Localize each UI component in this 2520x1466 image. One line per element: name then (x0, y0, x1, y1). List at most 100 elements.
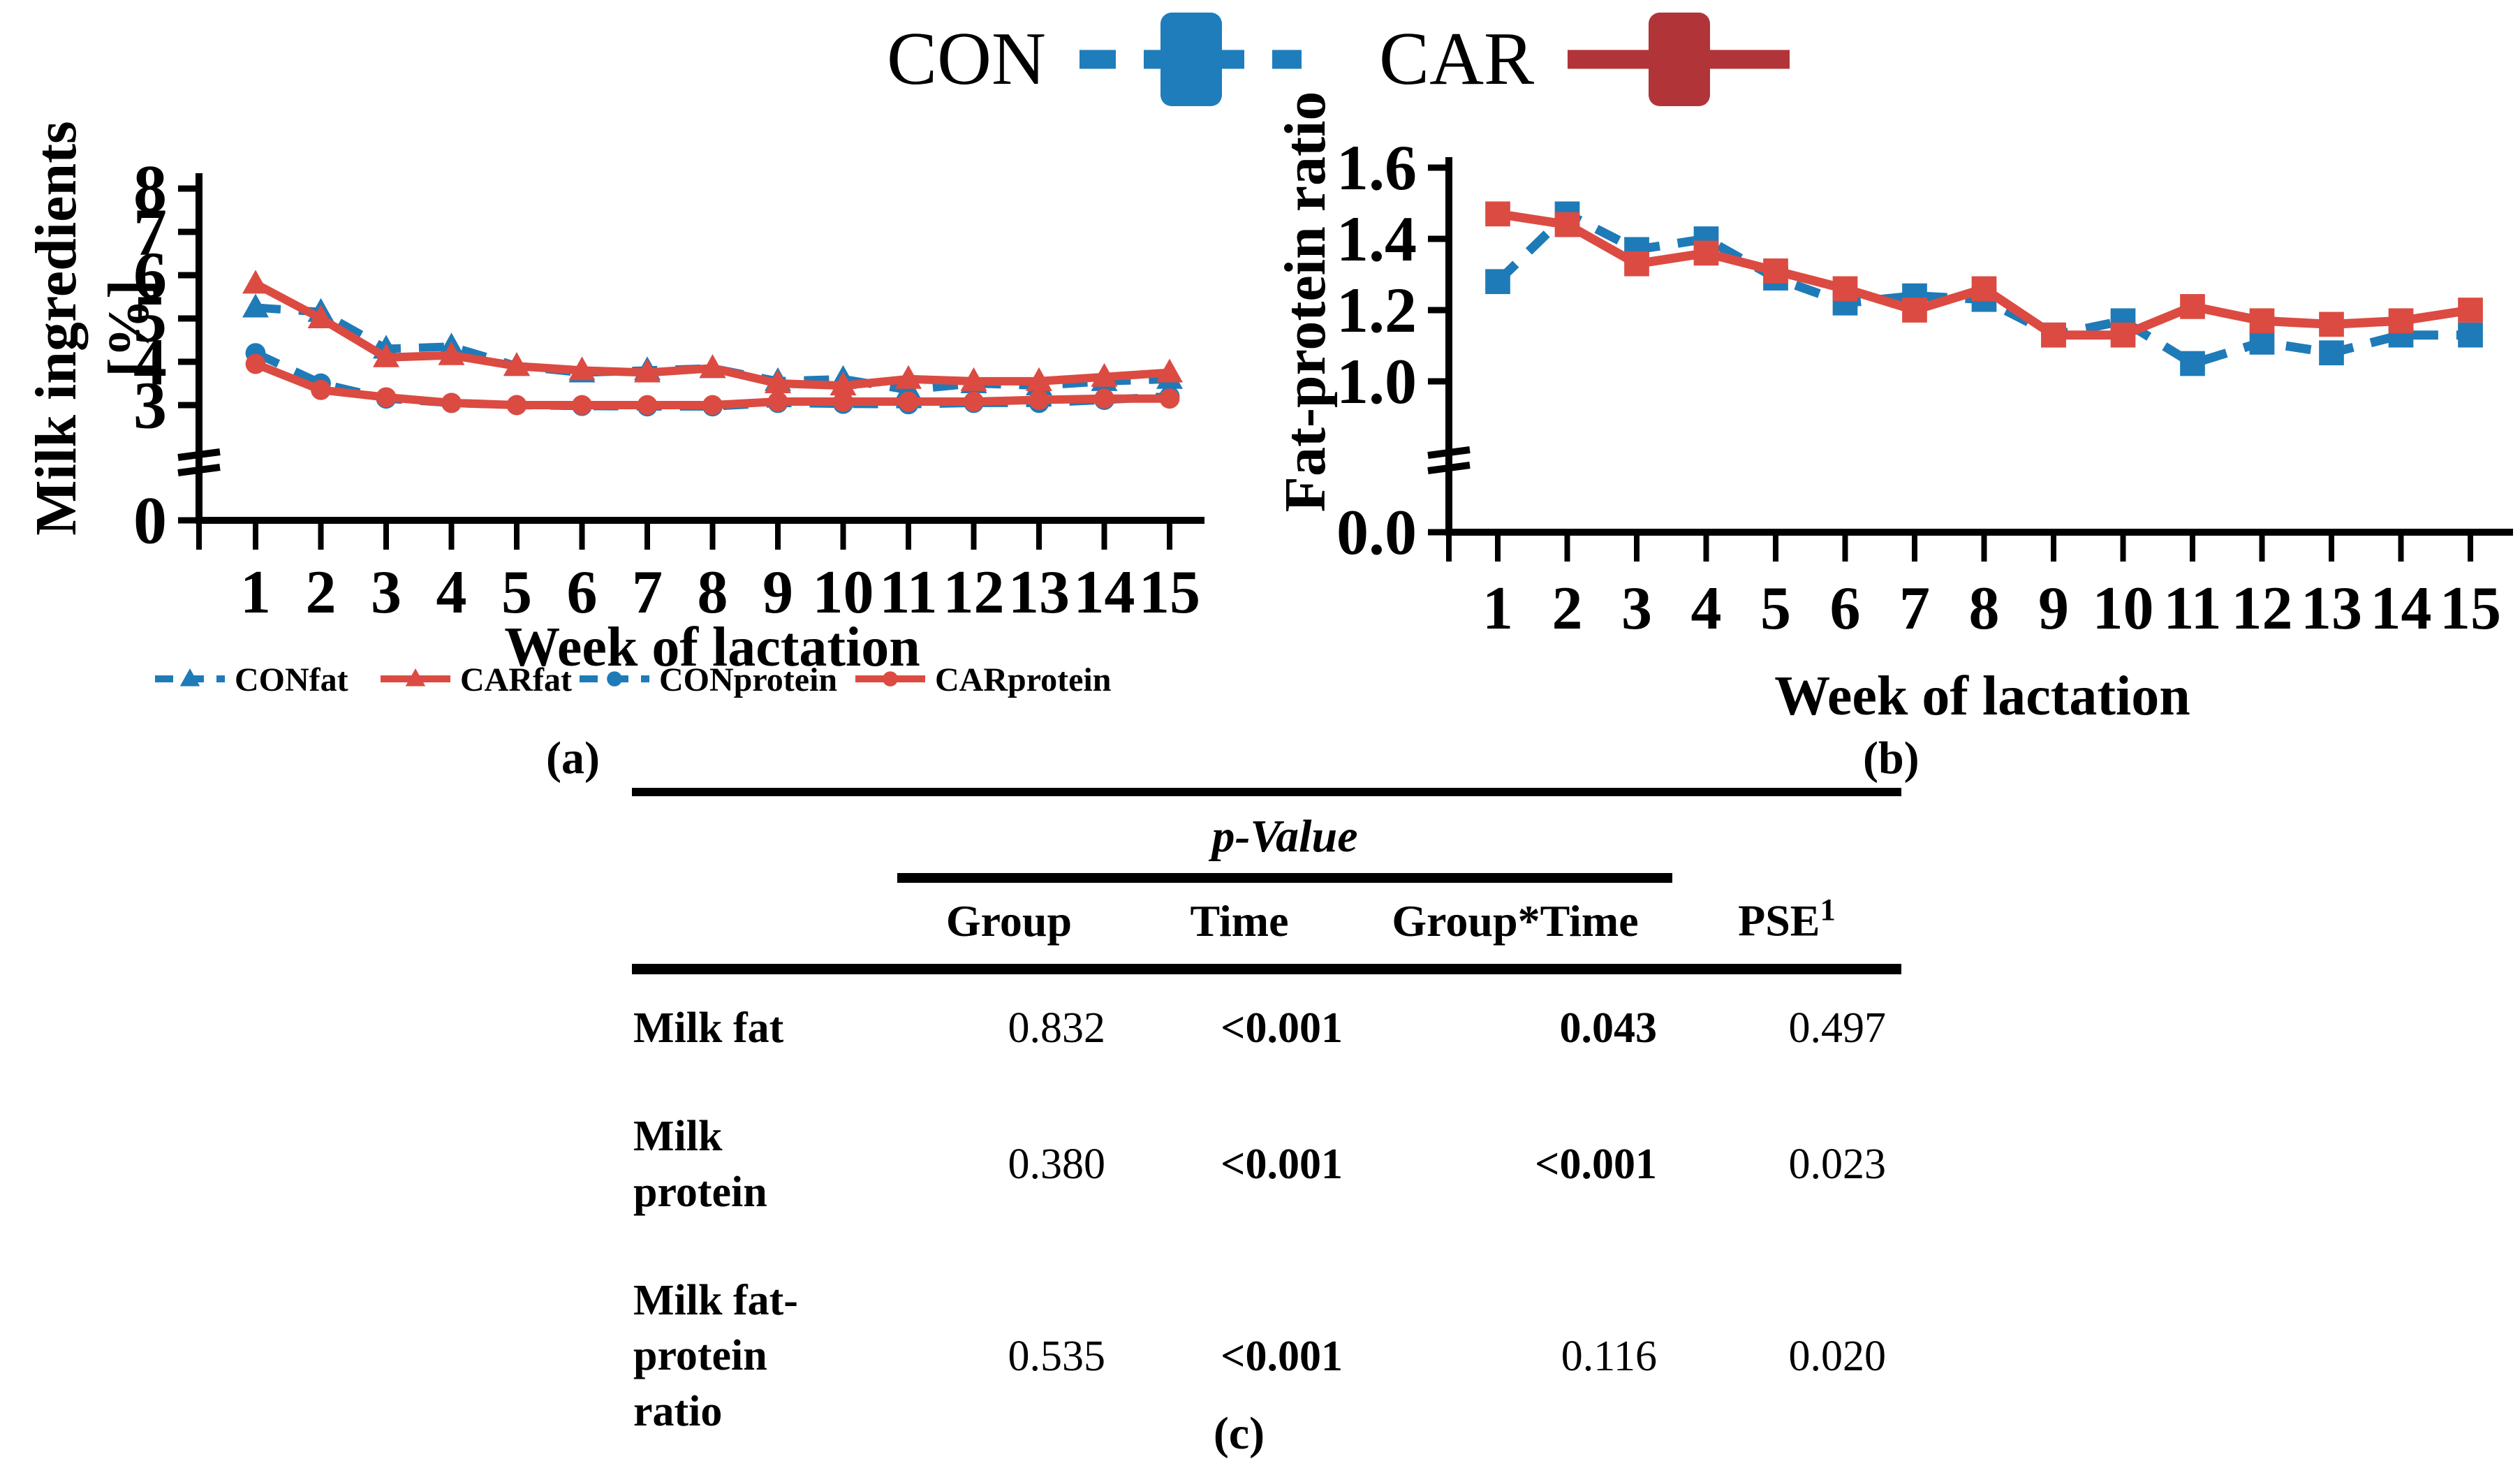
series-marker-CARfat (438, 341, 465, 365)
series-marker-CARfat (1026, 367, 1052, 391)
x-tick-label: 2 (1552, 575, 1583, 643)
series-marker-CARprotein (1159, 388, 1180, 409)
y-tick-label: 5 (133, 281, 167, 356)
y-tick-label: 4 (133, 325, 167, 400)
legend-label-CONprotein: CONprotein (659, 661, 837, 698)
series-marker-CAR (2180, 294, 2205, 319)
x-tick-label: 2 (306, 559, 337, 626)
top-legend-item-car: CAR (1379, 7, 1794, 112)
y-axis-title: Fat-protein ratio (1273, 91, 1338, 513)
series-marker-CARprotein (1094, 388, 1114, 409)
p-value-cell: <0.001 (1221, 1004, 1343, 1053)
column-header-pse: PSE1 (1738, 891, 1836, 946)
x-tick-label: 8 (1969, 575, 2000, 643)
legend-marker-CONprotein (607, 671, 622, 687)
x-tick-label: 11 (879, 559, 937, 626)
x-tick-label: 4 (436, 559, 467, 626)
table-row: Milk protein 0.380 <0.001 <0.001 0.023 (632, 1083, 1901, 1247)
column-header-group: Group (945, 896, 1073, 946)
series-marker-CARprotein (1029, 390, 1049, 410)
p-value-cell: 0.380 (1008, 1141, 1106, 1189)
top-legend-item-con: CON (887, 7, 1306, 112)
series-marker-CAR (1971, 276, 1997, 302)
column-header-group-time: Group*Time (1392, 896, 1639, 946)
series-marker-CAR (1832, 276, 1858, 302)
x-tick-label: 7 (1899, 575, 1930, 643)
series-marker-CONfat (242, 293, 269, 318)
y-tick-label: 1.2 (1336, 274, 1417, 346)
x-tick-label: 3 (371, 559, 401, 626)
x-axis-title: Week of lactation (1774, 666, 2190, 727)
series-marker-CAR (2388, 308, 2414, 334)
empty-pse-corner (1672, 792, 1901, 878)
x-tick-label: 8 (698, 559, 728, 626)
series-marker-CAR (1624, 251, 1649, 277)
legend-marker-CARfat (405, 668, 426, 687)
x-tick-label: 13 (2301, 575, 2362, 643)
series-marker-CARfat (1156, 358, 1183, 383)
series-marker-CARfat (1091, 362, 1118, 387)
legend-label-CARfat: CARfat (460, 661, 572, 698)
legend-marker-CONfat (179, 668, 200, 687)
series-marker-CARprotein (506, 395, 527, 416)
y-tick-label: 7 (133, 195, 167, 270)
panel-label-a: (a) (546, 733, 600, 784)
y-tick-label: 6 (133, 238, 167, 313)
series-marker-CARfat (242, 270, 269, 294)
x-tick-label: 11 (2163, 575, 2221, 643)
row-label: Milk protein (633, 1113, 767, 1216)
y-tick-label: 8 (133, 152, 167, 226)
chart-b: 1.61.41.21.00.01 2 3 4 5 6 7 8 9 10 11 12 13 14 15Week… (1273, 91, 2513, 727)
series-marker-CON (2319, 340, 2344, 366)
p-value-cell: 0.043 (1559, 1004, 1658, 1053)
series-marker-CAR (1485, 201, 1510, 227)
axis-break-icon (177, 464, 221, 476)
p-value-cell: 0.535 (1008, 1332, 1106, 1380)
x-tick-label: 1 (1482, 575, 1513, 643)
x-tick-label: 12 (943, 559, 1005, 626)
series-marker-CARfat (634, 358, 661, 383)
x-axis-title: Week of lactation (504, 617, 920, 678)
x-tick-label: 6 (1830, 575, 1861, 643)
axis-break-icon (177, 448, 221, 461)
y-tick-label: 3 (133, 368, 167, 443)
series-marker-CARprotein (572, 395, 592, 416)
series-marker-CARfat (307, 305, 334, 328)
axis-break-icon (1427, 462, 1471, 474)
series-marker-CON (2249, 330, 2275, 355)
y-tick-label: 1.6 (1336, 132, 1417, 203)
empty-label-header (632, 878, 897, 969)
series-marker-CAR (2041, 322, 2066, 348)
series-marker-CARprotein (637, 395, 658, 416)
dashed-line-square-marker-icon (1080, 13, 1302, 106)
series-marker-CARprotein (767, 391, 788, 412)
p-value-cell: <0.001 (1535, 1141, 1657, 1189)
x-tick-label: 10 (2093, 575, 2154, 643)
top-legend-label: CAR (1379, 17, 1535, 101)
series-marker-CAR (1902, 298, 1927, 323)
column-header-row: Group Time Group*Time PSE1 (632, 878, 1901, 969)
axis-break-icon (1427, 446, 1471, 459)
p-value-cell: 0.116 (1561, 1332, 1657, 1380)
x-tick-label: 5 (1760, 575, 1791, 643)
x-tick-label: 3 (1621, 575, 1652, 643)
row-label: Milk fat- protein ratio (633, 1277, 798, 1435)
legend-label-CONfat: CONfat (235, 661, 348, 698)
x-tick-label: 6 (567, 559, 598, 626)
column-header-time: Time (1190, 896, 1289, 946)
y-tick-label: 1.0 (1336, 346, 1417, 417)
pvalue-header: p-Value (897, 792, 1672, 883)
panel-label-c-text: (c) (1213, 1408, 1265, 1459)
y-axis-title: Milk ingredients (24, 121, 89, 536)
series-marker-CARprotein (441, 393, 462, 413)
series-marker-CAR (2110, 322, 2136, 348)
series-marker-CARprotein (702, 395, 723, 416)
series-marker-CON (1485, 269, 1510, 295)
series-marker-CAR (1693, 240, 1719, 266)
series-marker-CARprotein (376, 387, 397, 408)
empty-corner (632, 792, 897, 878)
x-tick-label: 15 (1139, 559, 1200, 626)
series-marker-CARprotein (245, 353, 266, 374)
series-marker-CAR (1763, 258, 1788, 284)
